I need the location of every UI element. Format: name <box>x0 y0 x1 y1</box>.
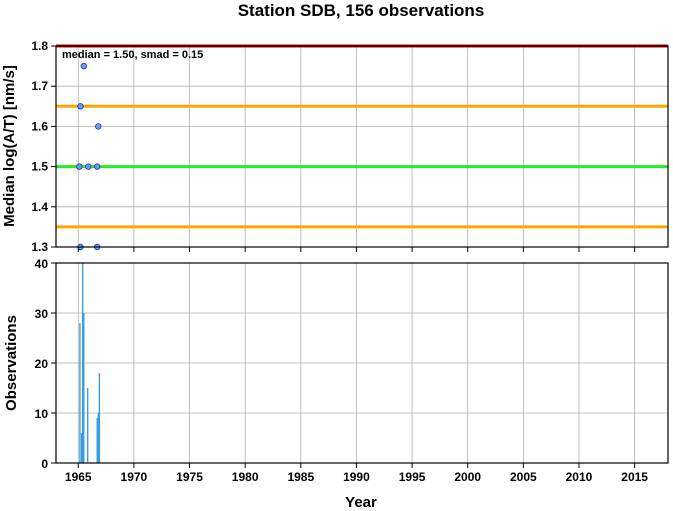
top-y-tick-label: 1.8 <box>31 39 48 53</box>
top-panel-y-ticks: 1.3 1.4 1.5 1.6 1.7 1.8 <box>31 39 56 254</box>
top-panel-grid <box>56 45 668 248</box>
top-panel-reference-lines <box>56 44 668 229</box>
bottom-panel-frame <box>55 262 669 464</box>
top-y-tick-label: 1.5 <box>31 160 48 174</box>
x-tick-label: 1975 <box>176 470 203 484</box>
bottom-y-tick-label: 20 <box>35 357 49 371</box>
x-tick-label: 1965 <box>65 470 92 484</box>
bottom-panel-bars <box>79 263 101 463</box>
x-axis-label: Year <box>345 494 377 511</box>
bottom-y-tick-label: 30 <box>35 307 49 321</box>
bottom-panel-x-ticks: 1965 1970 1975 1980 1985 1990 1995 2000 2005 2010… <box>65 247 648 484</box>
top-y-tick-label: 1.4 <box>31 200 48 214</box>
bottom-panel-y-ticks: 0 10 20 30 40 <box>35 257 56 471</box>
x-tick-label: 2010 <box>566 470 593 484</box>
data-point <box>77 103 84 110</box>
x-tick-label: 2005 <box>510 470 537 484</box>
top-panel-annotation: median = 1.50, smad = 0.15 <box>62 49 203 61</box>
top-y-tick-label: 1.6 <box>31 119 48 133</box>
data-point <box>80 62 88 70</box>
top-y-tick-label: 1.7 <box>31 79 48 93</box>
bottom-panel-grid <box>56 262 668 464</box>
data-point <box>93 163 101 170</box>
data-point <box>95 123 102 130</box>
data-point <box>85 163 92 170</box>
x-tick-label: 2015 <box>621 470 648 484</box>
bottom-y-tick-label: 10 <box>35 407 49 421</box>
top-y-tick-label: 1.3 <box>31 240 48 254</box>
x-tick-label: 1970 <box>121 470 148 484</box>
x-tick-label: 1990 <box>343 470 370 484</box>
bottom-y-tick-label: 0 <box>41 457 48 471</box>
x-tick-label: 1985 <box>287 470 314 484</box>
x-tick-label: 1980 <box>232 470 259 484</box>
data-point <box>76 163 83 170</box>
top-panel-y-label: Median log(A/T) [nm/s] <box>1 65 18 227</box>
x-tick-label: 2000 <box>454 470 481 484</box>
bottom-panel-y-label: Observations <box>3 315 20 411</box>
bottom-y-tick-label: 40 <box>35 257 49 271</box>
chart-title: Station SDB, 156 observations <box>238 1 485 20</box>
top-panel-frame <box>55 45 669 248</box>
x-tick-label: 1995 <box>399 470 426 484</box>
top-panel-points <box>76 62 102 251</box>
